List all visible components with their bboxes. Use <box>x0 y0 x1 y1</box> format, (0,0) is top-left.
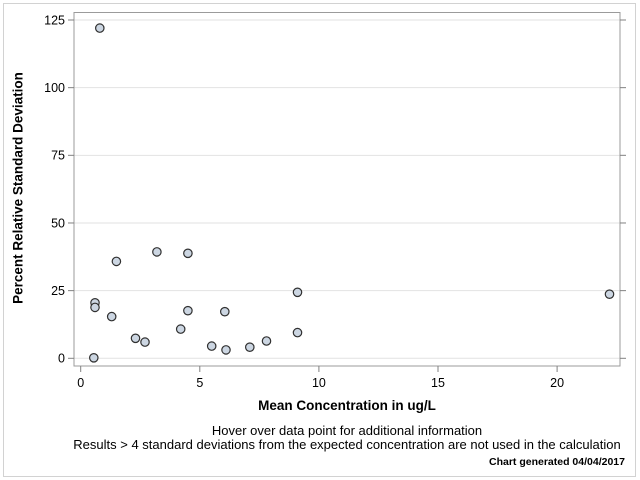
x-tick-label: 10 <box>312 376 326 390</box>
data-point[interactable] <box>89 352 99 363</box>
data-point[interactable] <box>292 327 303 338</box>
data-point[interactable] <box>130 333 141 344</box>
x-tick-label: 0 <box>77 376 84 390</box>
y-tick-label: 100 <box>44 81 65 95</box>
data-point[interactable] <box>90 302 100 313</box>
footnote-exclusion-note: Results > 4 standard deviations from the… <box>73 437 621 452</box>
x-tick-label: 5 <box>196 376 203 390</box>
data-point[interactable] <box>220 306 230 317</box>
footnote-hover-hint: Hover over data point for additional inf… <box>211 423 483 438</box>
data-point[interactable] <box>183 305 193 316</box>
x-axis-title: Mean Concentration in ug/L <box>258 398 436 413</box>
data-point[interactable] <box>175 324 186 334</box>
data-point[interactable] <box>221 345 231 355</box>
data-point[interactable] <box>106 311 117 322</box>
data-point[interactable] <box>245 342 255 352</box>
plot-frame <box>73 12 621 367</box>
data-point[interactable] <box>206 341 217 351</box>
data-point[interactable] <box>604 289 615 299</box>
y-tick-label: 75 <box>51 149 65 163</box>
data-point[interactable] <box>292 287 303 298</box>
x-tick-label: 15 <box>431 376 445 390</box>
y-tick-label: 125 <box>44 13 65 27</box>
chart-generated-date: Chart generated 04/04/2017 <box>489 456 625 468</box>
data-point[interactable] <box>95 23 105 33</box>
data-point[interactable] <box>152 247 162 257</box>
y-axis-title: Percent Relative Standard Deviation <box>10 72 26 304</box>
data-point[interactable] <box>183 248 193 259</box>
y-tick-label: 50 <box>51 216 65 230</box>
data-point[interactable] <box>111 256 122 267</box>
y-tick-label: 0 <box>58 352 65 366</box>
y-tick-label: 25 <box>51 284 65 298</box>
x-tick-label: 20 <box>550 376 564 390</box>
data-point[interactable] <box>261 336 272 346</box>
data-point[interactable] <box>140 337 150 347</box>
